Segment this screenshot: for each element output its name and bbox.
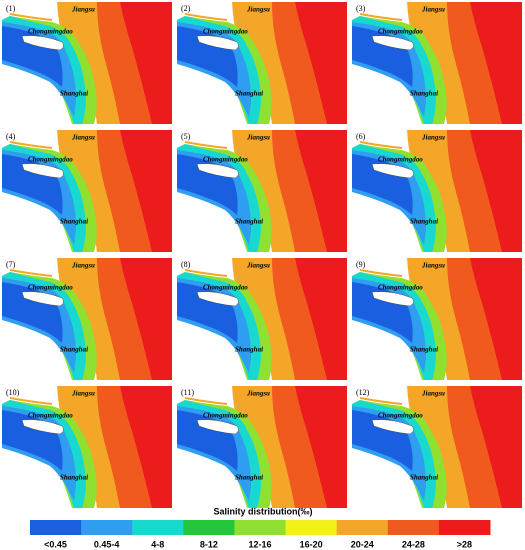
salinity-map bbox=[352, 2, 522, 124]
panel-label: (3) bbox=[356, 4, 366, 13]
panel-label: (5) bbox=[181, 132, 191, 141]
salinity-map bbox=[177, 386, 347, 508]
place-label: Shanghai bbox=[60, 474, 88, 482]
salinity-map bbox=[2, 258, 172, 380]
map-panel: (2) Jiangsu Chongmingdao Shanghai bbox=[177, 2, 347, 124]
legend-title: Salinity distribution(‰) bbox=[214, 506, 313, 516]
map-panel: (8) Jiangsu Chongmingdao Shanghai bbox=[177, 258, 347, 380]
salinity-map bbox=[352, 130, 522, 252]
map-panel: (7) Jiangsu Chongmingdao Shanghai bbox=[2, 258, 172, 380]
place-label: Jiangsu bbox=[71, 134, 95, 142]
panel-label: (1) bbox=[6, 4, 16, 13]
place-label: Shanghai bbox=[410, 346, 438, 354]
salinity-map bbox=[352, 386, 522, 508]
legend-swatch bbox=[132, 520, 184, 535]
legend-swatch bbox=[438, 520, 491, 535]
place-label: Shanghai bbox=[410, 90, 438, 98]
place-label: Chongmingdao bbox=[28, 28, 73, 36]
place-label: Shanghai bbox=[60, 346, 88, 354]
legend-label: 0.45-4 bbox=[94, 539, 120, 549]
legend-swatch bbox=[285, 520, 338, 535]
legend-label: >28 bbox=[457, 539, 472, 549]
place-label: Chongmingdao bbox=[378, 156, 423, 164]
place-label: Jiangsu bbox=[421, 390, 445, 398]
legend-label: 24-28 bbox=[402, 539, 425, 549]
place-label: Jiangsu bbox=[71, 6, 95, 14]
legend-swatch bbox=[234, 520, 287, 535]
place-label: Chongmingdao bbox=[28, 412, 73, 420]
legend-swatch bbox=[81, 520, 133, 535]
map-panel: (11) Jiangsu Chongmingdao Shanghai bbox=[177, 386, 347, 508]
place-label: Chongmingdao bbox=[203, 156, 248, 164]
place-label: Jiangsu bbox=[246, 390, 270, 398]
salinity-map bbox=[2, 130, 172, 252]
salinity-map bbox=[2, 2, 172, 124]
legend-label: 12-16 bbox=[248, 539, 271, 549]
legend-label: 20-24 bbox=[351, 539, 374, 549]
place-label: Jiangsu bbox=[246, 262, 270, 270]
legend-swatch bbox=[387, 520, 440, 535]
legend-label: 8-12 bbox=[200, 539, 218, 549]
map-panel: (12) Jiangsu Chongmingdao Shanghai bbox=[352, 386, 522, 508]
place-label: Jiangsu bbox=[246, 6, 270, 14]
salinity-map bbox=[2, 386, 172, 508]
panel-label: (2) bbox=[181, 4, 191, 13]
place-label: Chongmingdao bbox=[28, 156, 73, 164]
legend-swatch bbox=[336, 520, 389, 535]
map-panel: (6) Jiangsu Chongmingdao Shanghai bbox=[352, 130, 522, 252]
place-label: Chongmingdao bbox=[203, 28, 248, 36]
legend-swatch bbox=[183, 520, 235, 535]
place-label: Chongmingdao bbox=[378, 28, 423, 36]
map-panel: (10) Jiangsu Chongmingdao Shanghai bbox=[2, 386, 172, 508]
place-label: Chongmingdao bbox=[28, 284, 73, 292]
legend-label: 4-8 bbox=[151, 539, 164, 549]
place-label: Jiangsu bbox=[71, 262, 95, 270]
panel-label: (6) bbox=[356, 132, 366, 141]
place-label: Shanghai bbox=[235, 474, 263, 482]
place-label: Shanghai bbox=[410, 218, 438, 226]
place-label: Chongmingdao bbox=[378, 412, 423, 420]
panel-label: (10) bbox=[6, 388, 20, 397]
place-label: Shanghai bbox=[235, 346, 263, 354]
map-panel: (4) Jiangsu Chongmingdao Shanghai bbox=[2, 130, 172, 252]
salinity-map bbox=[352, 258, 522, 380]
panel-label: (4) bbox=[6, 132, 16, 141]
panel-label: (12) bbox=[356, 388, 370, 397]
place-label: Chongmingdao bbox=[203, 412, 248, 420]
map-panel: (9) Jiangsu Chongmingdao Shanghai bbox=[352, 258, 522, 380]
place-label: Jiangsu bbox=[421, 6, 445, 14]
place-label: Shanghai bbox=[410, 474, 438, 482]
legend-swatch bbox=[30, 520, 82, 535]
map-panel: (1) Jiangsu Chongmingdao Shanghai bbox=[2, 2, 172, 124]
place-label: Shanghai bbox=[235, 90, 263, 98]
place-label: Jiangsu bbox=[421, 262, 445, 270]
panel-label: (8) bbox=[181, 260, 191, 269]
place-label: Shanghai bbox=[60, 90, 88, 98]
salinity-map bbox=[177, 130, 347, 252]
place-label: Shanghai bbox=[60, 218, 88, 226]
salinity-map bbox=[177, 2, 347, 124]
legend-label: 16-20 bbox=[300, 539, 323, 549]
map-panel: (5) Jiangsu Chongmingdao Shanghai bbox=[177, 130, 347, 252]
place-label: Jiangsu bbox=[246, 134, 270, 142]
place-label: Jiangsu bbox=[71, 390, 95, 398]
map-panel: (3) Jiangsu Chongmingdao Shanghai bbox=[352, 2, 522, 124]
place-label: Shanghai bbox=[235, 218, 263, 226]
legend-label: <0.45 bbox=[44, 539, 67, 549]
place-label: Chongmingdao bbox=[203, 284, 248, 292]
panel-label: (11) bbox=[181, 388, 194, 397]
panel-label: (9) bbox=[356, 260, 366, 269]
panel-label: (7) bbox=[6, 260, 16, 269]
salinity-map bbox=[177, 258, 347, 380]
place-label: Jiangsu bbox=[421, 134, 445, 142]
place-label: Chongmingdao bbox=[378, 284, 423, 292]
